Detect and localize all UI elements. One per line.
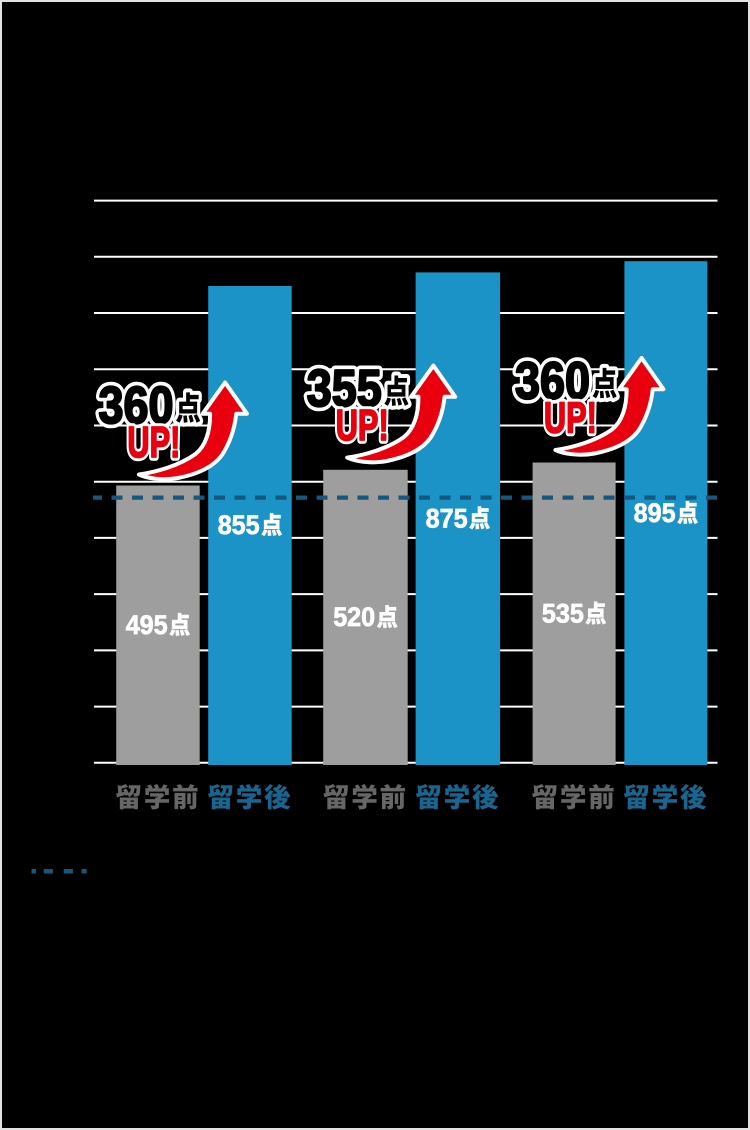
svg-text:895: 895 [634,498,676,528]
svg-text:360: 360 [99,377,174,435]
svg-text:UP!: UP! [127,418,180,467]
svg-text:355: 355 [307,360,382,418]
svg-text:535: 535 [542,599,584,629]
svg-text:UP!: UP! [544,394,597,443]
svg-text:UP!: UP! [336,401,389,450]
svg-text:UP!: UP! [127,418,180,467]
svg-text:520: 520 [333,602,375,632]
svg-text:355: 355 [307,360,382,418]
svg-text:875: 875 [426,503,468,533]
svg-text:360: 360 [515,352,590,410]
svg-text:UP!: UP! [544,394,597,443]
svg-text:360: 360 [515,352,590,410]
svg-text:855: 855 [218,510,260,540]
svg-text:360: 360 [99,377,174,435]
svg-text:UP!: UP! [336,401,389,450]
svg-text:495: 495 [126,610,168,640]
